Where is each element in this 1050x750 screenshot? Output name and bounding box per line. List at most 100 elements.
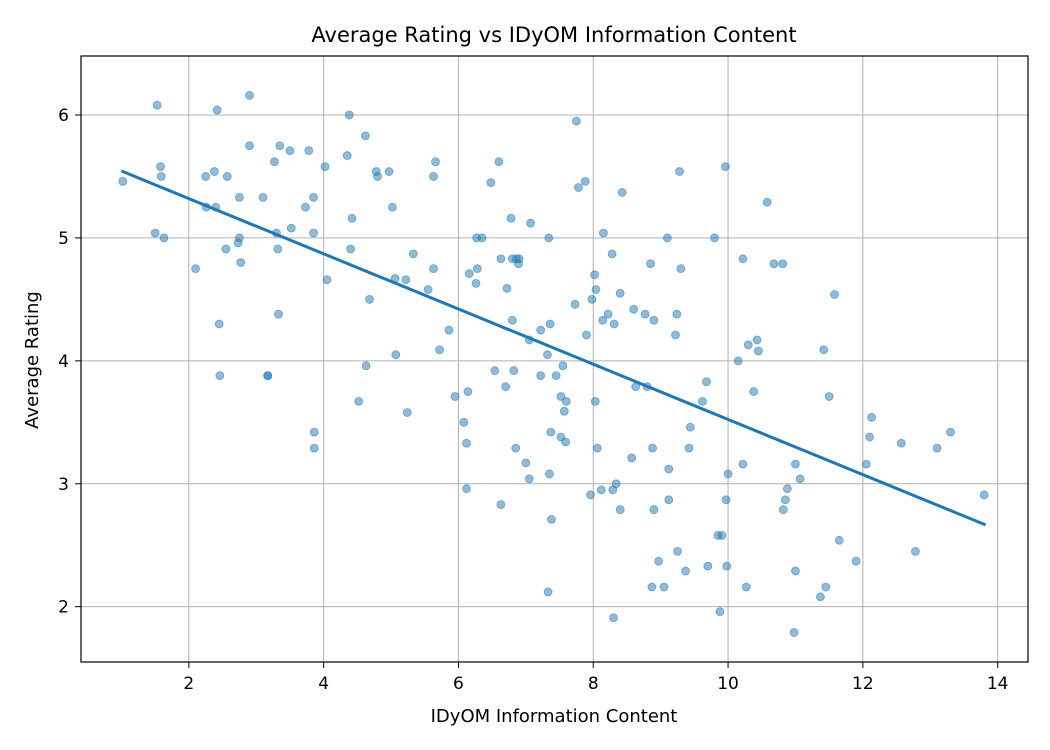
data-point — [720, 162, 730, 172]
data-point — [490, 366, 500, 376]
y-axis-ticks: 2 3 4 5 6 — [58, 106, 81, 618]
data-point — [526, 218, 535, 228]
data-point — [738, 254, 748, 264]
data-point — [159, 233, 169, 243]
data-point — [543, 350, 552, 360]
data-point — [545, 319, 555, 329]
data-point — [556, 392, 566, 401]
data-point — [423, 285, 433, 294]
data-point — [574, 183, 583, 192]
data-point — [320, 162, 330, 172]
chart-title: Average Rating vs IDyOM Information Cont… — [311, 23, 796, 47]
data-point — [547, 515, 556, 524]
data-point — [511, 443, 521, 453]
y-tick-label: 3 — [58, 475, 69, 495]
data-point — [782, 484, 792, 494]
data-point — [659, 582, 669, 592]
data-point — [851, 556, 861, 566]
data-point — [627, 453, 637, 463]
x-tick-label: 6 — [453, 674, 464, 694]
data-point — [662, 233, 672, 243]
data-point — [570, 299, 580, 309]
trend-line — [120, 169, 987, 527]
data-point — [429, 172, 438, 181]
data-point — [304, 146, 314, 156]
data-point — [590, 270, 600, 280]
data-point — [221, 244, 231, 254]
data-point — [723, 469, 733, 479]
data-point — [865, 432, 875, 442]
data-point — [675, 167, 684, 176]
data-point — [387, 202, 397, 212]
data-point — [681, 566, 690, 576]
data-point — [867, 412, 877, 422]
data-point — [673, 546, 682, 556]
data-point — [234, 192, 244, 202]
data-point — [672, 309, 682, 319]
data-point — [710, 233, 719, 243]
data-point — [738, 459, 748, 469]
data-point — [861, 459, 871, 469]
data-point — [477, 233, 487, 243]
data-point — [245, 90, 254, 100]
data-point — [156, 162, 165, 172]
data-point — [824, 392, 834, 401]
data-point — [551, 371, 561, 380]
data-point — [502, 283, 512, 293]
data-point — [721, 495, 731, 505]
data-point — [118, 176, 128, 186]
data-point — [472, 264, 482, 274]
data-point — [462, 438, 471, 448]
data-point — [286, 223, 296, 233]
data-point — [431, 157, 440, 167]
x-tick-label: 12 — [852, 674, 874, 694]
data-point — [664, 495, 674, 505]
data-point — [778, 259, 788, 269]
data-point — [322, 275, 332, 285]
data-point — [559, 406, 569, 416]
data-point — [521, 458, 531, 468]
data-points — [118, 90, 989, 637]
data-point — [609, 319, 619, 329]
data-point — [896, 438, 906, 448]
data-point — [309, 443, 319, 453]
data-point — [586, 490, 595, 500]
data-point — [647, 582, 657, 592]
data-point — [648, 443, 657, 453]
data-point — [684, 443, 694, 453]
data-point — [462, 484, 471, 494]
data-point — [979, 490, 989, 500]
data-point — [346, 244, 356, 254]
data-point — [401, 275, 411, 285]
data-point — [347, 213, 357, 223]
y-tick-label: 2 — [58, 598, 69, 618]
data-point — [309, 427, 319, 437]
data-point — [496, 500, 506, 510]
data-point — [722, 561, 732, 571]
data-point — [769, 259, 779, 269]
data-point — [749, 387, 759, 396]
x-tick-label: 2 — [183, 674, 194, 694]
data-point — [743, 340, 753, 350]
data-point — [715, 607, 725, 617]
data-point — [911, 546, 920, 556]
data-point — [932, 443, 942, 453]
plot-frame — [80, 55, 1029, 663]
data-point — [285, 146, 295, 156]
data-point — [215, 371, 225, 380]
data-point — [617, 188, 627, 197]
x-axis-ticks: 2 4 6 8 10 12 14 — [183, 662, 1008, 694]
data-point — [753, 346, 763, 356]
data-point — [536, 325, 546, 335]
data-point — [795, 474, 805, 484]
data-point — [309, 192, 318, 202]
data-point — [384, 167, 394, 176]
data-point — [603, 309, 613, 319]
data-point — [274, 309, 283, 319]
data-point — [245, 141, 254, 151]
data-point — [819, 345, 829, 355]
data-point — [591, 285, 601, 294]
data-point — [471, 279, 481, 288]
y-tick-label: 6 — [58, 106, 69, 126]
